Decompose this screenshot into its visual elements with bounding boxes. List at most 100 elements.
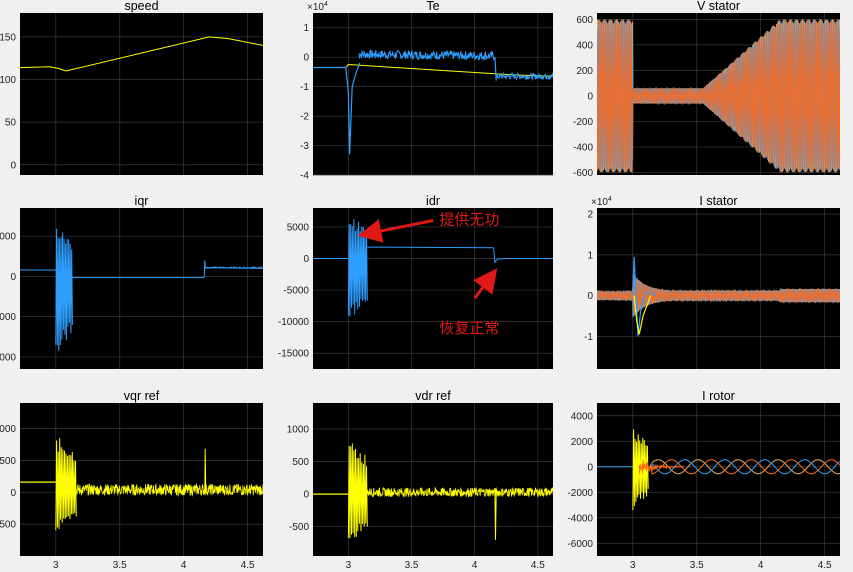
y-tick-label: 0: [10, 160, 16, 171]
series-line: [313, 62, 361, 155]
series-line: [55, 438, 77, 531]
y-tick-label: 50: [5, 118, 17, 129]
series-line: [204, 448, 207, 493]
axes-background: [20, 13, 263, 175]
y-tick-label: -200: [573, 117, 593, 128]
y-tick-label: -5000: [283, 286, 309, 297]
series-line: [20, 36, 263, 72]
axes-title: I stator: [699, 194, 737, 208]
y-tick-label: 0: [10, 488, 16, 499]
y-tick-label: 150: [0, 32, 16, 43]
y-tick-label: -6000: [567, 539, 593, 550]
y-tick-label: -600: [573, 168, 593, 179]
axes-title: speed: [124, 0, 158, 13]
series-line: [55, 228, 73, 352]
series-line: [638, 459, 685, 475]
y-tick-label: 600: [576, 15, 593, 26]
y-tick-label: 100: [0, 75, 16, 86]
y-tick-label: -4: [300, 171, 309, 182]
plot-v-stator: V stator -600 -400 -200 0 200 400 600: [573, 0, 840, 179]
series-line: [366, 486, 553, 498]
y-tick-label: 1: [303, 23, 309, 34]
y-tick-label: -2: [300, 112, 309, 123]
x-tick-label: 3: [346, 560, 352, 571]
y-tick-label: 1000: [0, 424, 16, 435]
axes-title: vdr ref: [415, 389, 451, 403]
y-tick-label: 1000: [287, 425, 310, 436]
annotation-arrow: [473, 268, 498, 300]
plot-vdr-ref: vdr ref -500 0 500 1000 3 3.5 4 4.5: [287, 389, 553, 571]
y-tick-label: 500: [292, 457, 309, 468]
annotation-reactive-power: 提供无功: [439, 210, 499, 228]
series-line: [648, 459, 840, 475]
axes-title: V stator: [697, 0, 740, 13]
series-line: [597, 19, 840, 173]
series-line: [493, 247, 553, 264]
series-line: [632, 256, 657, 337]
y-tick-label: -4000: [567, 513, 593, 524]
x-tick-label: 4: [758, 560, 764, 571]
series-line: [597, 273, 840, 316]
x-tick-label: 4.5: [241, 560, 255, 571]
axes-title: idr: [426, 194, 440, 208]
series-line: [75, 482, 263, 497]
plot-idr: idr -15000 -10000 -5000 0 5000: [278, 194, 553, 369]
axes-background: [313, 13, 553, 175]
y-tick-label: -500: [289, 522, 309, 533]
x-tick-label: 4: [181, 560, 187, 571]
series-line: [648, 459, 840, 475]
y-tick-label: 4000: [571, 411, 594, 422]
axes-title: Te: [426, 0, 439, 13]
x-tick-label: 3.5: [405, 560, 419, 571]
series-line: [347, 443, 368, 539]
y-tick-label: 0: [303, 490, 309, 501]
plot-te: Te -4 -3 -2 -1 0 1 ×104: [300, 0, 553, 182]
plot-iqr: iqr 2000 1000 0 1000: [0, 194, 263, 369]
y-tick-label: 0: [303, 254, 309, 265]
plot-vqr-ref: vqr ref 500 0 500 1000 3 3.5 4 4.5: [0, 389, 263, 571]
plot-speed: speed 0 50 100 150: [0, 0, 263, 175]
x-tick-label: 3.5: [113, 560, 127, 571]
y-tick-label: 2: [587, 210, 593, 221]
y-tick-label: -10000: [278, 317, 310, 328]
series-line: [632, 429, 649, 511]
y-exponent-label: ×104: [307, 1, 328, 13]
series-line: [648, 459, 840, 475]
series-line: [494, 494, 497, 540]
series-line: [633, 295, 652, 335]
y-tick-label: 200: [576, 66, 593, 77]
plot-i-rotor: I rotor -6000 -4000 -2000 0 2000 4000 3 3.5 4 4.5: [567, 389, 840, 571]
y-tick-label: -3: [300, 141, 309, 152]
y-tick-label: 5000: [287, 222, 310, 233]
y-tick-label: 0: [587, 91, 593, 102]
y-tick-label: 0: [10, 272, 16, 283]
axes-title: I rotor: [702, 389, 735, 403]
x-tick-label: 3: [53, 560, 59, 571]
y-tick-label: 0: [303, 53, 309, 64]
x-tick-label: 4: [472, 560, 478, 571]
y-tick-label: 0: [587, 291, 593, 302]
series-line: [494, 57, 497, 81]
series-line: [358, 49, 496, 62]
y-tick-label: 2000: [571, 437, 594, 448]
y-tick-label: -2000: [567, 488, 593, 499]
axes-title: vqr ref: [124, 389, 160, 403]
series-line: [205, 265, 263, 270]
plot-i-stator: I stator -1 0 1 2 ×104: [584, 194, 840, 369]
y-tick-label: 500: [0, 456, 16, 467]
x-tick-label: 3.5: [690, 560, 704, 571]
y-tick-label: 1000: [0, 312, 16, 323]
y-exponent-label: ×104: [591, 196, 612, 208]
x-tick-label: 4.5: [531, 560, 545, 571]
x-tick-label: 3: [630, 560, 636, 571]
x-tick-label: 4.5: [818, 560, 832, 571]
series-line: [347, 219, 368, 317]
y-tick-label: -400: [573, 142, 593, 153]
y-tick-label: -1: [584, 332, 593, 343]
y-tick-label: -15000: [278, 349, 310, 360]
axes-title: iqr: [135, 194, 149, 208]
series-line: [495, 71, 553, 82]
series-line: [367, 246, 494, 249]
y-tick-label: -1: [300, 82, 309, 93]
